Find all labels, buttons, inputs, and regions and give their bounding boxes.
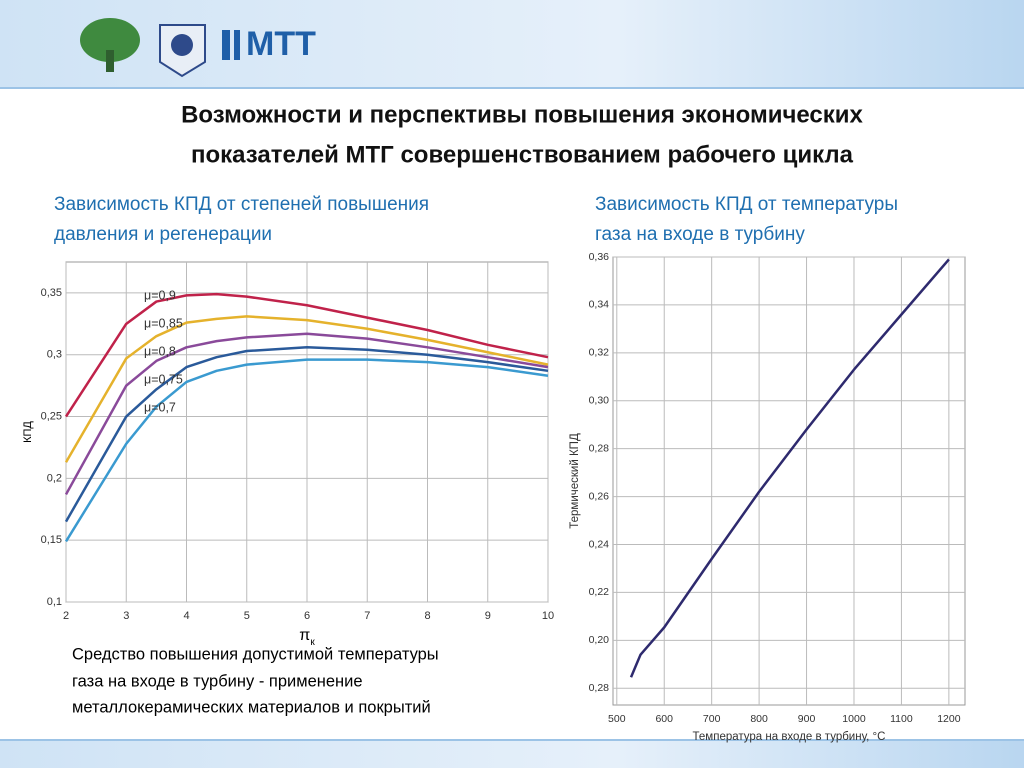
logo-tree — [80, 18, 140, 72]
logo-mark — [222, 30, 240, 60]
y-tick-label: 0,28 — [589, 442, 610, 454]
x-tick-label: 600 — [655, 713, 673, 725]
x-tick-label: 2 — [63, 610, 69, 622]
y-axis-label: Термический КПД — [569, 433, 581, 529]
note: газа на входе в турбину - применение — [72, 672, 363, 690]
caption: газа на входе в турбину — [595, 224, 805, 245]
line-series — [64, 346, 549, 523]
y-tick-label: 0,2 — [47, 472, 62, 484]
y-tick-label: 0,28 — [589, 682, 610, 694]
y-tick-label: 0,20 — [589, 634, 610, 646]
series-label: μ=0,85 — [144, 316, 183, 330]
note: металлокерамических материалов и покрыти… — [72, 698, 431, 716]
series-label: μ=0,7 — [144, 400, 176, 414]
caption: давления и регенерации — [54, 224, 272, 245]
x-tick-label: 3 — [123, 610, 129, 622]
x-tick-label: 900 — [798, 713, 816, 725]
caption: Зависимость КПД от температуры — [595, 194, 898, 215]
note-box — [66, 640, 536, 728]
line-series — [64, 358, 549, 543]
x-axis-label-sub: к — [310, 637, 315, 648]
series-label: μ=0,8 — [144, 344, 176, 358]
y-tick-label: 0,1 — [47, 596, 62, 608]
note: Средство повышения допустимой температур… — [72, 645, 439, 663]
series-label: μ=0,75 — [144, 372, 183, 386]
line-series — [64, 292, 549, 418]
x-tick-label: 9 — [485, 610, 491, 622]
y-tick-label: 0,32 — [589, 347, 610, 359]
y-tick-label: 0,15 — [41, 534, 62, 546]
logo-text: МТТ — [246, 25, 316, 63]
x-tick-label: 500 — [608, 713, 626, 725]
x-tick-label: 1200 — [937, 713, 961, 725]
series-label: μ=0,9 — [144, 288, 176, 302]
y-tick-label: 0,34 — [589, 299, 610, 311]
x-tick-label: 4 — [183, 610, 189, 622]
line-series — [64, 315, 549, 463]
x-tick-label: 8 — [424, 610, 430, 622]
title: показателей МТГ совершенствованием рабоч… — [191, 141, 854, 168]
caption: Зависимость КПД от степеней повышения — [54, 194, 429, 215]
y-tick-label: 0,30 — [589, 395, 610, 407]
y-tick-label: 0,35 — [41, 287, 62, 299]
y-tick-label: 0,24 — [589, 538, 610, 550]
x-tick-label: 700 — [703, 713, 721, 725]
x-tick-label: 1000 — [842, 713, 866, 725]
y-tick-label: 0,22 — [589, 586, 610, 598]
x-tick-label: 5 — [244, 610, 250, 622]
y-tick-label: 0,3 — [47, 349, 62, 361]
line-series — [64, 332, 549, 496]
x-tick-label: 1100 — [890, 713, 913, 725]
y-tick-label: 0,25 — [41, 410, 62, 422]
x-tick-label: 800 — [750, 713, 768, 725]
line-series — [629, 258, 950, 678]
x-axis-label: πк — [299, 627, 315, 647]
x-axis-label: Температура на входе в турбину, °C — [693, 731, 886, 743]
title: Возможности и перспективы повышения экон… — [181, 101, 863, 128]
logo-emblem — [159, 24, 206, 78]
y-axis-label: КПД — [22, 421, 34, 443]
plot-frame — [612, 256, 966, 706]
x-tick-label: 6 — [304, 610, 310, 622]
x-tick-label: 10 — [542, 610, 554, 622]
y-tick-label: 0,26 — [589, 490, 610, 502]
y-tick-label: 0,36 — [589, 251, 610, 263]
x-tick-label: 7 — [364, 610, 370, 622]
x-axis-label: π — [299, 627, 310, 644]
